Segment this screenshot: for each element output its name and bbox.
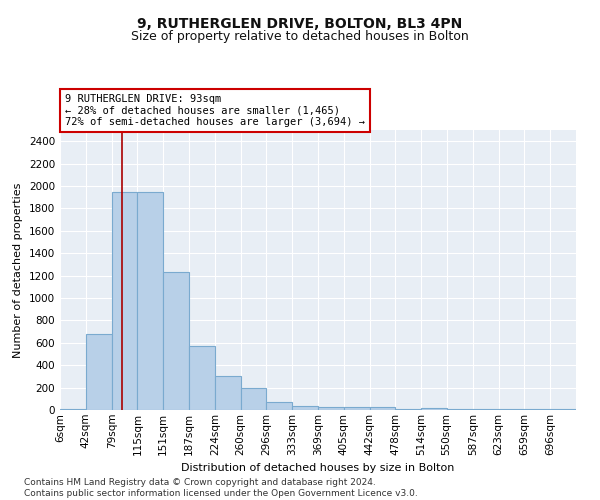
Text: Size of property relative to detached houses in Bolton: Size of property relative to detached ho… <box>131 30 469 43</box>
Bar <box>137 192 163 410</box>
Bar <box>292 406 318 410</box>
Bar <box>188 346 215 410</box>
X-axis label: Distribution of detached houses by size in Bolton: Distribution of detached houses by size … <box>181 463 455 473</box>
Text: Contains HM Land Registry data © Crown copyright and database right 2024.
Contai: Contains HM Land Registry data © Crown c… <box>24 478 418 498</box>
Bar <box>86 334 112 410</box>
Bar <box>215 376 241 410</box>
Bar <box>163 272 188 410</box>
Text: 9 RUTHERGLEN DRIVE: 93sqm
← 28% of detached houses are smaller (1,465)
72% of se: 9 RUTHERGLEN DRIVE: 93sqm ← 28% of detac… <box>65 94 365 127</box>
Bar <box>370 406 395 410</box>
Bar <box>112 192 137 410</box>
Text: 9, RUTHERGLEN DRIVE, BOLTON, BL3 4PN: 9, RUTHERGLEN DRIVE, BOLTON, BL3 4PN <box>137 18 463 32</box>
Bar <box>266 402 292 410</box>
Bar <box>241 388 266 410</box>
Bar <box>344 407 370 410</box>
Bar <box>60 409 86 410</box>
Bar <box>318 406 344 410</box>
Bar <box>550 409 576 410</box>
Bar <box>395 409 421 410</box>
Y-axis label: Number of detached properties: Number of detached properties <box>13 182 23 358</box>
Bar <box>421 408 446 410</box>
